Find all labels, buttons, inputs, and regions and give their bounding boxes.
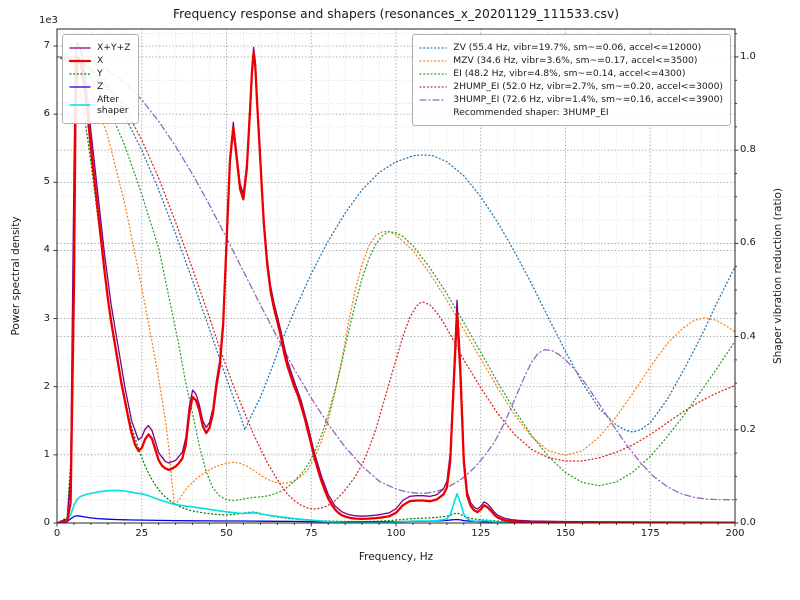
- legend-blank-handle: [419, 108, 447, 118]
- legend-item-label: EI (48.2 Hz, vibr=4.8%, sm~=0.14, accel<…: [453, 68, 686, 79]
- y-left-tick-label: 5: [43, 176, 50, 188]
- x-tick-label: 175: [640, 528, 660, 539]
- curve-3hump-ei: [57, 56, 735, 501]
- legend-item: 3HUMP_EI (72.6 Hz, vibr=1.4%, sm~=0.16, …: [419, 94, 723, 105]
- y-right-tick-label: 0.4: [740, 330, 756, 342]
- y-left-tick-label: 6: [43, 108, 50, 120]
- y-right-tick-label: 1.0: [740, 50, 756, 62]
- legend-item-label: After shaper: [97, 94, 129, 116]
- legend-line-sample: [419, 59, 447, 62]
- legend-line-sample: [419, 72, 447, 75]
- y-right-tick-label: 0.2: [740, 423, 756, 435]
- legend-item: EI (48.2 Hz, vibr=4.8%, sm~=0.14, accel<…: [419, 68, 723, 79]
- legend-item-label: 3HUMP_EI (72.6 Hz, vibr=1.4%, sm~=0.16, …: [453, 94, 723, 105]
- x-tick-label: 25: [135, 528, 149, 539]
- curve-after-shaper: [57, 489, 735, 523]
- x-tick-label: 75: [304, 528, 318, 539]
- legend-item: Z: [69, 81, 131, 92]
- legend-line-sample: [419, 85, 447, 88]
- recommended-shaper-note: Recommended shaper: 3HUMP_EI: [453, 107, 609, 118]
- legend-line-sample: [69, 46, 91, 49]
- x-axis-label: Frequency, Hz: [358, 551, 434, 563]
- legend-item: 2HUMP_EI (52.0 Hz, vibr=2.7%, sm~=0.20, …: [419, 81, 723, 92]
- x-tick-label: 50: [220, 528, 233, 539]
- legend-item: MZV (34.6 Hz, vibr=3.6%, sm~=0.17, accel…: [419, 55, 723, 66]
- curve-zv: [57, 56, 735, 433]
- legend-item-label: ZV (55.4 Hz, vibr=19.7%, sm~=0.06, accel…: [453, 42, 702, 53]
- x-tick-label: 0: [53, 528, 61, 539]
- y-right-tick-label: 0.8: [740, 144, 756, 156]
- tick-marks: [53, 33, 739, 527]
- legend-item: After shaper: [69, 94, 131, 116]
- y-left-tick-label: 4: [43, 244, 50, 256]
- legend-item: ZV (55.4 Hz, vibr=19.7%, sm~=0.06, accel…: [419, 42, 723, 53]
- x-tick-label: 100: [386, 528, 406, 539]
- x-tick-label: 200: [725, 528, 745, 539]
- legend-item: X+Y+Z: [69, 42, 131, 53]
- legend-item-label: Y: [97, 68, 103, 79]
- legend-item-label: 2HUMP_EI (52.0 Hz, vibr=2.7%, sm~=0.20, …: [453, 81, 723, 92]
- legend-line-sample: [419, 98, 447, 101]
- legend-line-sample: [69, 72, 91, 75]
- y-left-tick-label: 3: [43, 312, 50, 324]
- legend-item: X: [69, 55, 131, 66]
- y-right-tick-label: 0.6: [740, 237, 756, 249]
- curve-x: [57, 51, 735, 523]
- legend-item-label: Z: [97, 81, 104, 92]
- legend-line-sample: [69, 85, 91, 88]
- y-left-offset-label: 1e3: [39, 15, 58, 26]
- legend-line-sample: [69, 104, 91, 106]
- legend-line-sample: [419, 46, 447, 49]
- legend-item-label: X+Y+Z: [97, 42, 131, 53]
- y-axis-label-right: Shaper vibration reduction (ratio): [772, 187, 784, 365]
- legend-item-label: MZV (34.6 Hz, vibr=3.6%, sm~=0.17, accel…: [453, 55, 698, 66]
- curve-ei: [57, 56, 735, 502]
- legend-shapers: ZV (55.4 Hz, vibr=19.7%, sm~=0.06, accel…: [412, 34, 731, 126]
- x-tick-label: 150: [555, 528, 576, 539]
- legend-item-label: X: [97, 55, 104, 66]
- y-left-tick-label: 1: [43, 448, 50, 460]
- legend-psd: X+Y+Z X Y Z After shaper: [62, 34, 139, 124]
- y-right-tick-label: 0.0: [740, 517, 756, 528]
- y-left-tick-label: 0: [43, 517, 50, 528]
- y-left-tick-label: 7: [43, 40, 50, 52]
- legend-item: Y: [69, 68, 131, 79]
- y-left-tick-label: 2: [43, 380, 50, 392]
- legend-item: Recommended shaper: 3HUMP_EI: [419, 107, 723, 118]
- chart-title: Frequency response and shapers (resonanc…: [172, 7, 620, 21]
- legend-line-sample: [69, 59, 91, 62]
- x-tick-label: 125: [471, 528, 491, 539]
